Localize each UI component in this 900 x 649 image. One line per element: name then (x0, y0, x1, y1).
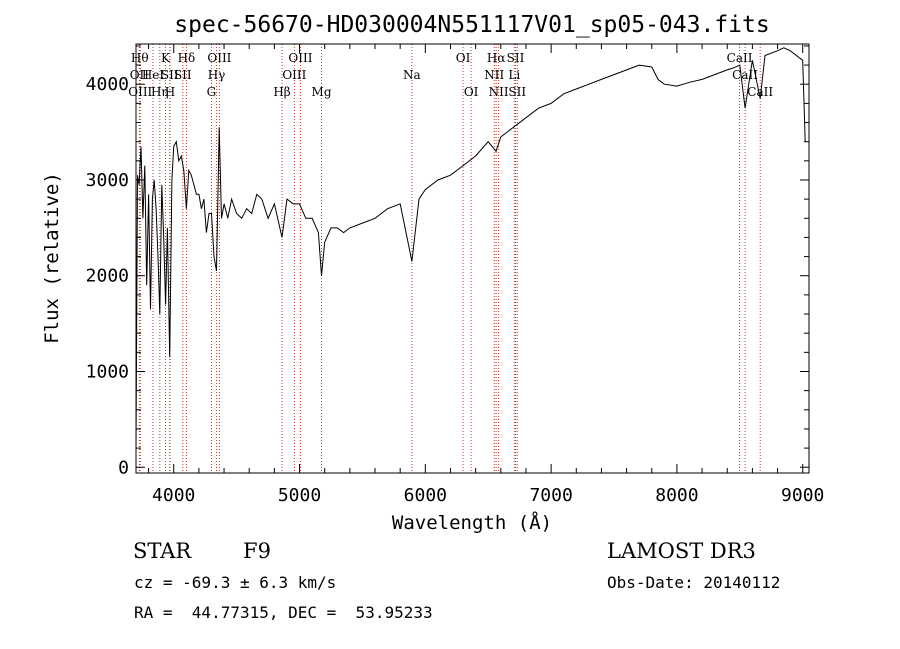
line-marker-label: Hγ (208, 68, 226, 82)
line-marker-label: OIII (282, 68, 306, 82)
spectral-subclass: F9 (243, 539, 271, 563)
line-marker-label: NII (484, 68, 504, 82)
line-marker-label: OIII (207, 51, 231, 65)
y-tick-label: 0 (118, 457, 129, 478)
obs-date: Obs-Date: 20140112 (607, 573, 781, 592)
line-marker-label: NII (489, 85, 509, 99)
line-marker-label: Mg (312, 85, 332, 99)
line-marker-label: HeI (142, 68, 165, 82)
object-class: STAR (133, 539, 192, 563)
spectrum-chart: spec-56670-HD030004N551117V01_sp05-043.f… (41, 12, 824, 534)
y-tick-label: 3000 (86, 170, 129, 191)
x-axis-label: Wavelength (Å) (392, 511, 552, 534)
coordinates: RA = 44.77315, DEC = 53.95233 (134, 603, 433, 622)
line-marker-label: SII (174, 68, 192, 82)
y-tick-label: 4000 (86, 74, 129, 95)
line-marker-label: CaII (732, 68, 758, 82)
line-marker-label: OI (456, 51, 471, 65)
line-marker-label: SII (507, 51, 525, 65)
line-marker-label: CaII (747, 85, 773, 99)
plot-frame (135, 43, 810, 474)
x-tick-label: 8000 (655, 485, 698, 506)
spectrum-line (135, 47, 806, 449)
line-marker-labels: HθOIIOIIIHeIHηKSIIHHδSIIGHγOIIIHβOIIIOII… (128, 51, 773, 99)
x-tick-label: 9000 (781, 485, 824, 506)
line-marker-label: Na (403, 68, 421, 82)
line-marker-label: G (207, 85, 217, 99)
line-marker-label: OII (130, 68, 150, 82)
x-tick-label: 4000 (152, 485, 195, 506)
line-marker-label: Hα (487, 51, 506, 65)
x-tick-label: 6000 (404, 485, 447, 506)
line-marker-label: OIII (128, 85, 152, 99)
line-marker-label: CaII (727, 51, 753, 65)
x-tick-label: 7000 (529, 485, 572, 506)
line-marker-label: Hδ (178, 51, 196, 65)
line-marker-label: OIII (288, 51, 312, 65)
chart-title: spec-56670-HD030004N551117V01_sp05-043.f… (174, 12, 769, 38)
line-marker-label: H (165, 85, 175, 99)
y-axis-label: Flux (relative) (41, 172, 63, 344)
line-marker-label: Hθ (131, 51, 149, 65)
y-tick-label: 2000 (86, 266, 129, 287)
survey-name: LAMOST DR3 (607, 539, 756, 563)
line-marker-label: Hη (151, 85, 169, 99)
line-marker-label: OI (464, 85, 479, 99)
x-tick-label: 5000 (278, 485, 321, 506)
y-tick-label: 1000 (86, 361, 129, 382)
redshift-value: cz = -69.3 ± 6.3 km/s (134, 573, 337, 592)
line-marker-label: K (161, 51, 171, 65)
x-axis-ticks: 4000 5000 6000 7000 8000 9000 (148, 44, 824, 506)
line-marker-label: Li (508, 68, 520, 82)
line-marker-label: Hβ (273, 85, 290, 99)
y-axis-ticks: 0 1000 2000 3000 4000 (86, 45, 809, 478)
line-marker-label: SII (161, 68, 179, 82)
line-markers (138, 44, 761, 473)
line-marker-label: SII (508, 85, 526, 99)
